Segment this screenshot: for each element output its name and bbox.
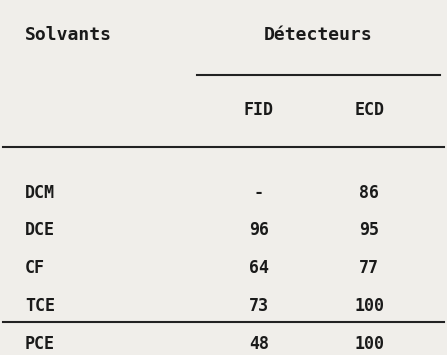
- Text: Solvants: Solvants: [25, 26, 112, 44]
- Text: PCE: PCE: [25, 335, 55, 353]
- Text: 77: 77: [359, 259, 379, 277]
- Text: TCE: TCE: [25, 297, 55, 315]
- Text: 64: 64: [249, 259, 269, 277]
- Text: 96: 96: [249, 222, 269, 239]
- Text: Détecteurs: Détecteurs: [264, 26, 373, 44]
- Text: 86: 86: [359, 184, 379, 202]
- Text: 100: 100: [354, 297, 384, 315]
- Text: DCE: DCE: [25, 222, 55, 239]
- Text: 95: 95: [359, 222, 379, 239]
- Text: ECD: ECD: [354, 102, 384, 119]
- Text: CF: CF: [25, 259, 45, 277]
- Text: 73: 73: [249, 297, 269, 315]
- Text: 48: 48: [249, 335, 269, 353]
- Text: DCM: DCM: [25, 184, 55, 202]
- Text: -: -: [254, 184, 264, 202]
- Text: FID: FID: [244, 102, 274, 119]
- Text: 100: 100: [354, 335, 384, 353]
